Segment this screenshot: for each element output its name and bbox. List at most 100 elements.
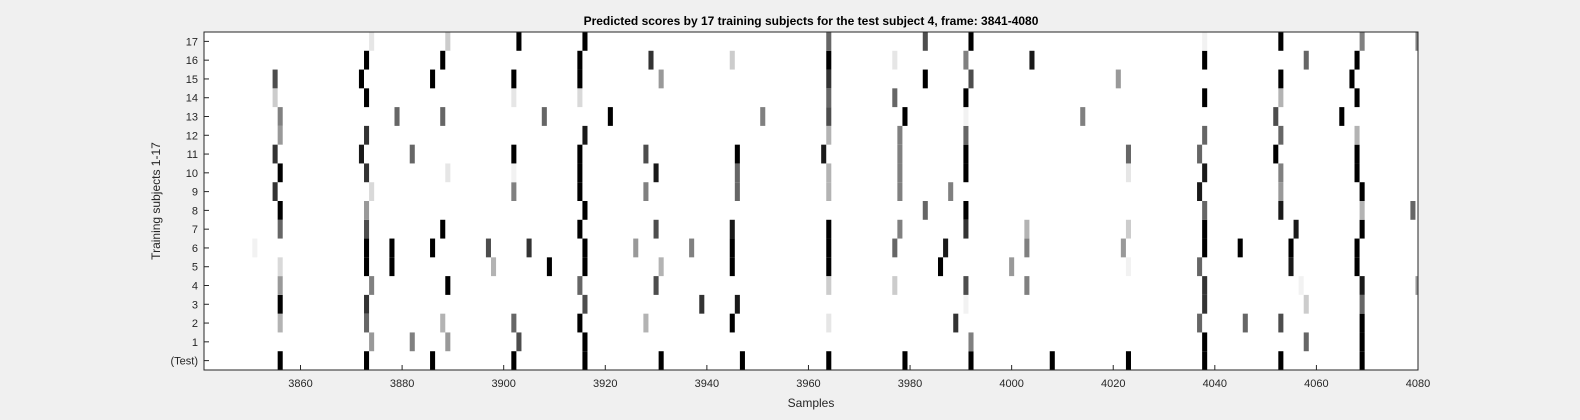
heatmap-cell: [607, 107, 613, 126]
heatmap-cell: [582, 257, 588, 277]
heatmap-cell: [277, 163, 283, 183]
heatmap-cell: [963, 88, 969, 108]
heatmap-cell: [1197, 313, 1203, 333]
heatmap-cell: [1197, 257, 1203, 277]
heatmap-cell: [577, 88, 583, 108]
heatmap-cell: [963, 219, 969, 239]
y-tick-label: 4: [192, 281, 198, 293]
heatmap-cell: [1202, 163, 1208, 183]
heatmap-cell: [1024, 238, 1030, 258]
heatmap-cell: [922, 32, 928, 51]
heatmap-cell: [364, 50, 370, 70]
heatmap-cell: [1115, 69, 1121, 89]
heatmap-cell: [1278, 88, 1284, 108]
heatmap-cell: [1009, 257, 1015, 277]
heatmap-cell: [491, 257, 497, 277]
heatmap-cell: [689, 238, 695, 258]
heatmap-cell: [1354, 88, 1360, 108]
heatmap-cell: [1197, 182, 1203, 201]
heatmap-cell: [1202, 351, 1208, 370]
x-tick-label: 4080: [1406, 378, 1430, 390]
heatmap-cell: [1354, 50, 1360, 70]
heatmap-cell: [440, 50, 446, 70]
heatmap-cell: [643, 313, 649, 333]
heatmap-cell: [1202, 50, 1208, 70]
heatmap-cell: [1354, 125, 1360, 145]
heatmap-cell: [364, 219, 370, 239]
heatmap-cell: [1359, 294, 1365, 314]
heatmap-cell: [364, 351, 370, 370]
heatmap-cell: [440, 313, 446, 333]
heatmap-cell: [1125, 163, 1131, 183]
heatmap-cell: [653, 276, 659, 295]
heatmap-cell: [658, 351, 664, 370]
heatmap-cell: [1125, 219, 1131, 239]
heatmap-cell: [1410, 201, 1416, 220]
heatmap-cell: [511, 69, 517, 89]
heatmap-cell: [760, 107, 766, 126]
heatmap-cell: [485, 238, 491, 258]
heatmap-cell: [394, 107, 400, 126]
heatmap-cell: [826, 238, 832, 258]
heatmap-cell: [892, 276, 898, 295]
heatmap-cell: [577, 219, 583, 239]
heatmap-cell: [1202, 238, 1208, 258]
heatmap-cell: [440, 219, 446, 239]
plot-background: [204, 32, 1418, 370]
heatmap-cell: [430, 238, 436, 258]
heatmap-cell: [648, 50, 654, 70]
heatmap-cell: [1278, 201, 1284, 220]
heatmap-cell: [430, 351, 436, 370]
y-tick-label: (Test): [171, 356, 199, 368]
heatmap-cell: [577, 313, 583, 333]
heatmap-cell: [1278, 32, 1284, 51]
heatmap-cell: [582, 32, 588, 51]
heatmap-cell: [511, 144, 517, 164]
heatmap-cell: [1278, 182, 1284, 201]
heatmap-cell: [1349, 69, 1355, 89]
heatmap-cell: [1125, 257, 1131, 277]
heatmap-cell: [1359, 219, 1365, 239]
heatmap-cell: [963, 163, 969, 183]
heatmap-cell: [1288, 238, 1294, 258]
heatmap-cell: [1354, 238, 1360, 258]
heatmap-cell: [963, 276, 969, 295]
heatmap-cell: [1237, 238, 1243, 258]
y-tick-label: 3: [192, 299, 198, 311]
heatmap-cell: [653, 219, 659, 239]
heatmap-cell: [826, 313, 832, 333]
heatmap-cell: [541, 107, 547, 126]
heatmap-cell: [577, 144, 583, 164]
heatmap-cell: [963, 201, 969, 220]
heatmap-cell: [1359, 313, 1365, 333]
heatmap-cell: [729, 50, 735, 70]
heatmap-cell: [1202, 332, 1208, 352]
heatmap-cell: [577, 50, 583, 70]
heatmap-cell: [826, 107, 832, 126]
heatmap-cell: [526, 238, 532, 258]
heatmap-cell: [1359, 32, 1365, 51]
heatmap-cell: [1359, 182, 1365, 201]
heatmap-cell: [658, 69, 664, 89]
heatmap-cell: [1359, 201, 1365, 220]
heatmap-cell: [826, 163, 832, 183]
heatmap-cell: [272, 182, 278, 201]
heatmap-cell: [734, 144, 740, 164]
heatmap-cell: [892, 88, 898, 108]
heatmap-cell: [658, 257, 664, 277]
heatmap-cell: [252, 238, 258, 258]
heatmap-cell: [389, 257, 395, 277]
heatmap-cell: [729, 238, 735, 258]
heatmap-cell: [1125, 144, 1131, 164]
heatmap-cell: [1242, 313, 1248, 333]
heatmap-cell: [1303, 332, 1309, 352]
heatmap-cell: [364, 163, 370, 183]
heatmap-cell: [511, 88, 517, 108]
y-tick-label: 7: [192, 224, 198, 236]
heatmap-cell: [968, 69, 974, 89]
heatmap-cell: [1202, 32, 1208, 51]
heatmap-cell: [892, 50, 898, 70]
heatmap-cell: [633, 238, 639, 258]
